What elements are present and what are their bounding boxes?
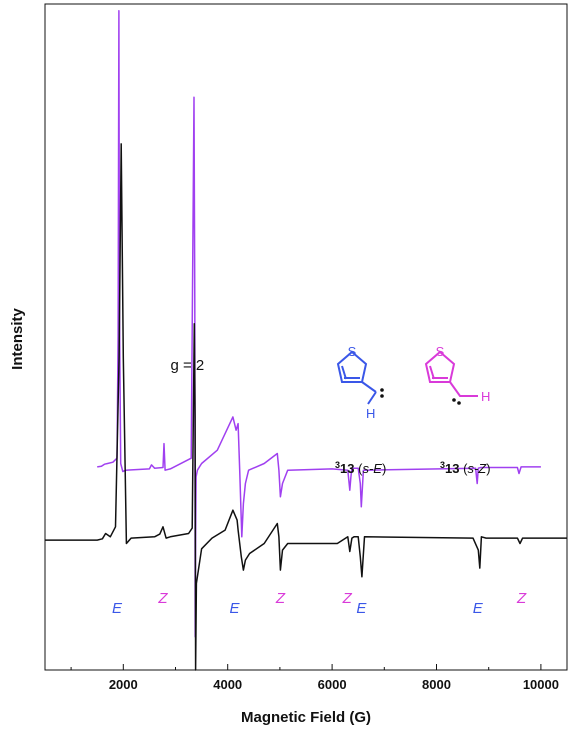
- marker-e-2: E: [229, 600, 240, 617]
- structure-s-Z: S H: [424, 344, 490, 405]
- marker-z-1: Z: [157, 590, 168, 607]
- marker-e-6: E: [473, 600, 484, 617]
- x-tick-label-8000: 8000: [422, 677, 451, 692]
- x-tick-label-6000: 6000: [318, 677, 347, 692]
- x-tick-label-4000: 4000: [213, 677, 242, 692]
- sulfur-atom-s-E: S: [348, 344, 357, 359]
- plot-frame: [44, 3, 568, 671]
- hydrogen-atom-s-E: H: [366, 406, 375, 421]
- x-tick-label-10000: 10000: [523, 677, 559, 692]
- structure-s-E: S H: [336, 344, 384, 421]
- carbene-bond-s-Z: [449, 381, 478, 397]
- series-bottom-line: [45, 143, 567, 671]
- marker-z-4: Z: [342, 590, 353, 607]
- structure-label-s-Z: 313 (s-Z): [440, 460, 491, 476]
- x-axis-ticks: [70, 664, 542, 670]
- x-axis-title: Magnetic Field (G): [241, 709, 371, 726]
- hydrogen-atom-s-Z: H: [481, 389, 490, 404]
- series-top-line: [97, 9, 541, 638]
- x-tick-label-2000: 2000: [109, 677, 138, 692]
- y-axis-title: Intensity: [9, 308, 26, 370]
- sulfur-atom-s-Z: S: [436, 344, 445, 359]
- carbene-bond-s-E: [361, 381, 377, 405]
- carbene-dot-s-E-1: [380, 388, 384, 392]
- thiophene-ring-s-E: [336, 350, 368, 383]
- structure-label-s-E: 313 (s-E): [335, 460, 386, 476]
- carbene-dot-s-E-2: [380, 394, 384, 398]
- marker-z-7: Z: [516, 590, 527, 607]
- marker-z-3: Z: [275, 590, 286, 607]
- carbene-dot-s-Z-2: [457, 401, 461, 405]
- thiophene-ring-s-Z: [424, 350, 456, 383]
- carbene-dot-s-Z-1: [452, 398, 456, 402]
- marker-e-0: E: [112, 600, 123, 617]
- marker-e-5: E: [356, 600, 367, 617]
- x-axis-tick-labels: 2000 4000 6000 8000 10000: [109, 677, 559, 692]
- g-value-annotation: g = 2: [170, 357, 204, 374]
